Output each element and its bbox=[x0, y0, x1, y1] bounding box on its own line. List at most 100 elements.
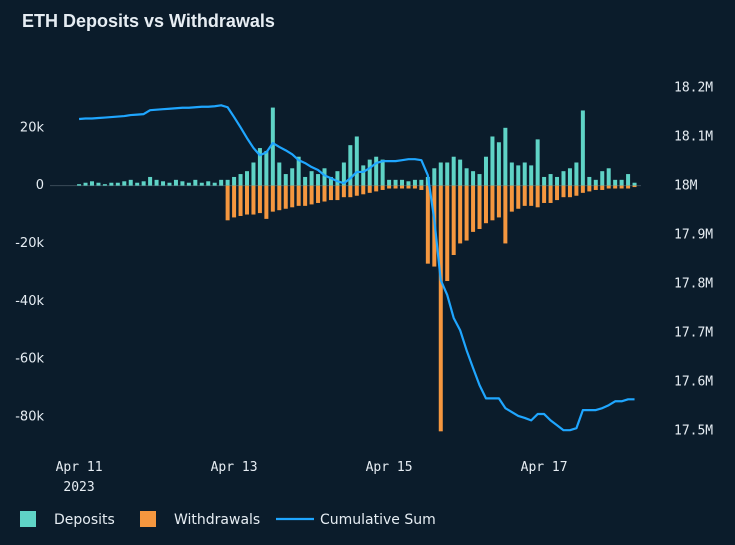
bar bbox=[296, 185, 301, 206]
bar bbox=[225, 179, 230, 186]
y2-tick-label: 17.6M bbox=[674, 375, 713, 390]
bar bbox=[322, 168, 327, 186]
bar bbox=[451, 185, 456, 255]
bar bbox=[477, 185, 482, 229]
bar bbox=[632, 185, 637, 188]
bar bbox=[561, 185, 566, 198]
bar bbox=[432, 168, 437, 186]
bar bbox=[361, 165, 366, 186]
bar bbox=[548, 174, 553, 186]
bar bbox=[128, 179, 133, 186]
bar bbox=[109, 182, 114, 186]
bar bbox=[445, 185, 450, 282]
bar bbox=[477, 174, 482, 186]
bar bbox=[574, 185, 579, 196]
bar bbox=[393, 185, 398, 189]
bar bbox=[632, 182, 637, 186]
bar bbox=[316, 185, 321, 203]
bar bbox=[232, 176, 237, 186]
bar bbox=[580, 110, 585, 186]
legend-label: Withdrawals bbox=[174, 512, 260, 528]
bar bbox=[77, 184, 82, 186]
bar bbox=[580, 185, 585, 193]
bar bbox=[225, 185, 230, 221]
bar bbox=[458, 185, 463, 244]
bar bbox=[522, 162, 527, 186]
bar bbox=[606, 185, 611, 189]
bar bbox=[186, 182, 191, 186]
bar bbox=[619, 185, 624, 189]
bar bbox=[503, 127, 508, 186]
y2-tick-label: 18M bbox=[674, 179, 698, 194]
bar bbox=[567, 168, 572, 186]
bar bbox=[167, 182, 172, 186]
bar bbox=[361, 185, 366, 195]
y2-tick-label: 17.9M bbox=[674, 228, 713, 243]
bar bbox=[600, 185, 605, 190]
bar bbox=[587, 176, 592, 186]
bar bbox=[199, 182, 204, 186]
bar bbox=[535, 185, 540, 208]
bar bbox=[393, 179, 398, 186]
bar bbox=[115, 182, 120, 186]
bar bbox=[290, 168, 295, 186]
y-tick-label: -40k bbox=[15, 294, 44, 309]
bar bbox=[283, 174, 288, 186]
bar bbox=[412, 185, 417, 189]
bar bbox=[419, 179, 424, 186]
bar bbox=[567, 185, 572, 198]
bar bbox=[180, 181, 185, 186]
y2-tick-label: 18.1M bbox=[674, 130, 713, 145]
bar bbox=[335, 171, 340, 186]
y-tick-label: 0 bbox=[36, 178, 44, 193]
bar bbox=[122, 181, 127, 186]
bar bbox=[496, 142, 501, 186]
bar bbox=[516, 185, 521, 209]
bar bbox=[483, 156, 488, 186]
legend-swatch bbox=[20, 511, 36, 527]
bar bbox=[522, 185, 527, 206]
bar bbox=[587, 185, 592, 192]
bar bbox=[535, 139, 540, 186]
bar bbox=[406, 181, 411, 186]
chart-title: ETH Deposits vs Withdrawals bbox=[22, 11, 275, 31]
bar bbox=[471, 185, 476, 232]
bar bbox=[348, 145, 353, 186]
bar bbox=[193, 179, 198, 186]
bar bbox=[348, 185, 353, 198]
bar bbox=[303, 185, 308, 206]
bar bbox=[102, 184, 107, 186]
bar bbox=[251, 185, 256, 215]
bar bbox=[354, 136, 359, 186]
x-tick-label: Apr 13 bbox=[210, 460, 258, 475]
y-tick-label: -20k bbox=[15, 236, 44, 251]
bar bbox=[232, 185, 237, 218]
bar bbox=[148, 176, 153, 186]
bar bbox=[367, 159, 372, 186]
bar bbox=[471, 171, 476, 186]
bar bbox=[380, 159, 385, 186]
bar bbox=[83, 182, 88, 186]
legend-swatch bbox=[140, 511, 156, 527]
bar bbox=[290, 185, 295, 208]
bar bbox=[606, 168, 611, 186]
y-tick-label: 20k bbox=[20, 120, 45, 135]
bar bbox=[626, 174, 631, 186]
bar bbox=[464, 185, 469, 241]
y2-tick-label: 18.2M bbox=[674, 81, 713, 96]
bar bbox=[309, 171, 314, 186]
y2-tick-label: 17.5M bbox=[674, 424, 713, 439]
bar bbox=[251, 162, 256, 186]
bar bbox=[245, 171, 249, 186]
bar bbox=[412, 179, 417, 186]
x-tick-label: Apr 11 2023 bbox=[55, 460, 103, 495]
bar bbox=[219, 179, 224, 186]
bar bbox=[374, 185, 379, 192]
bar bbox=[257, 148, 262, 186]
bar bbox=[238, 174, 243, 186]
bar bbox=[387, 185, 392, 189]
bar bbox=[561, 171, 566, 186]
bar bbox=[212, 182, 217, 186]
bar bbox=[354, 185, 359, 196]
